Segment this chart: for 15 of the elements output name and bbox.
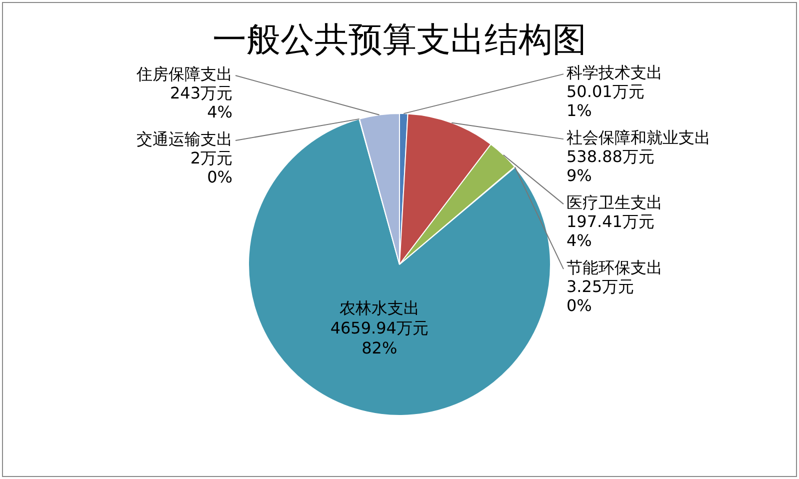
- slice-label: 科学技术支出: [566, 63, 662, 82]
- slice-label: 节能环保支出: [566, 258, 662, 278]
- data-label: 243万元 4%: [170, 84, 232, 122]
- slice-label: 交通运输支出: [136, 130, 232, 149]
- data-label: 538.88万元 9%: [566, 147, 654, 186]
- data-label: 50.01万元 1%: [566, 82, 644, 120]
- slice-label: 医疗卫生支出: [566, 193, 662, 212]
- slice-label: 社会保障和就业支出: [566, 128, 710, 148]
- slice-label: 农林水支出: [339, 298, 420, 318]
- data-label: 2万元 0%: [190, 148, 232, 187]
- data-label: 4659.94万元 82%: [330, 318, 428, 358]
- data-label: 197.41万元 4%: [566, 212, 654, 250]
- chart-title: 一般公共预算支出结构图: [212, 19, 588, 62]
- slice-label: 住房保障支出: [136, 64, 232, 84]
- data-label: 3.25万元 0%: [566, 277, 634, 316]
